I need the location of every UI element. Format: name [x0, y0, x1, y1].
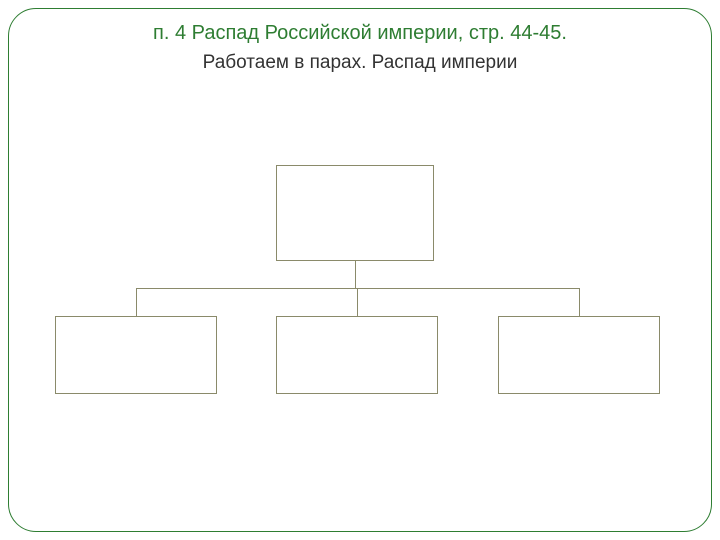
- connector-trunk: [355, 261, 356, 288]
- connector-drop: [579, 288, 580, 316]
- connector-drop: [357, 288, 358, 316]
- child-node: [55, 316, 217, 394]
- connector-drop: [136, 288, 137, 316]
- child-node: [276, 316, 438, 394]
- child-node: [498, 316, 660, 394]
- org-chart-diagram: [0, 0, 720, 540]
- root-node: [276, 165, 434, 261]
- connector-bus: [136, 288, 580, 289]
